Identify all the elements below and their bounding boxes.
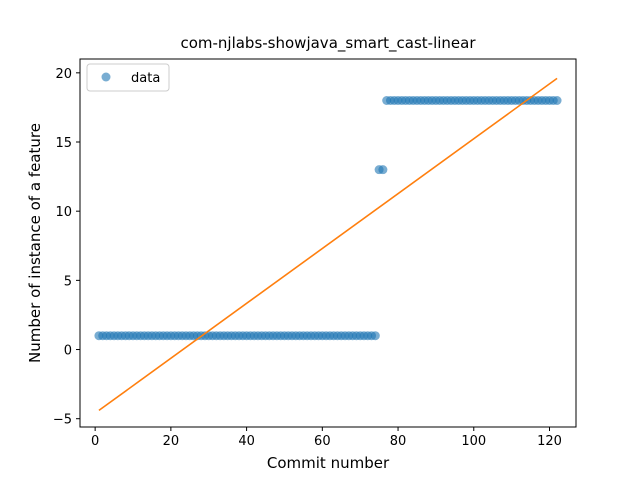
chart-title: com-njlabs-showjava_smart_cast-linear <box>180 34 476 53</box>
legend: data <box>86 63 170 92</box>
x-tick-label: 0 <box>91 434 99 449</box>
y-tick-label: 0 <box>64 344 72 359</box>
legend-box <box>86 63 170 92</box>
x-tick-label: 60 <box>314 434 331 449</box>
x-tick-label: 80 <box>390 434 407 449</box>
y-axis-label: Number of instance of a feature <box>26 123 44 363</box>
x-axis-label: Commit number <box>267 454 390 472</box>
fit-line <box>98 77 558 412</box>
data-point <box>370 331 380 341</box>
x-tick-label: 120 <box>537 434 562 449</box>
x-tick-label: 40 <box>238 434 255 449</box>
data-point <box>378 165 388 175</box>
y-tick-label: 20 <box>55 67 72 82</box>
y-tick-label: −5 <box>53 413 72 428</box>
data-point <box>552 96 562 106</box>
axes: 0 20 40 60 80 100 120 −5 0 5 10 15 20 <box>53 58 577 449</box>
x-tick-label: 20 <box>163 434 180 449</box>
y-tick-label: 5 <box>64 274 72 289</box>
axes-frame <box>79 58 577 428</box>
legend-label-data: data <box>131 71 160 86</box>
legend-marker-data <box>101 72 111 82</box>
plot-area <box>94 77 562 412</box>
y-tick-label: 15 <box>55 136 72 151</box>
y-tick-label: 10 <box>55 205 72 220</box>
x-tick-label: 100 <box>461 434 486 449</box>
